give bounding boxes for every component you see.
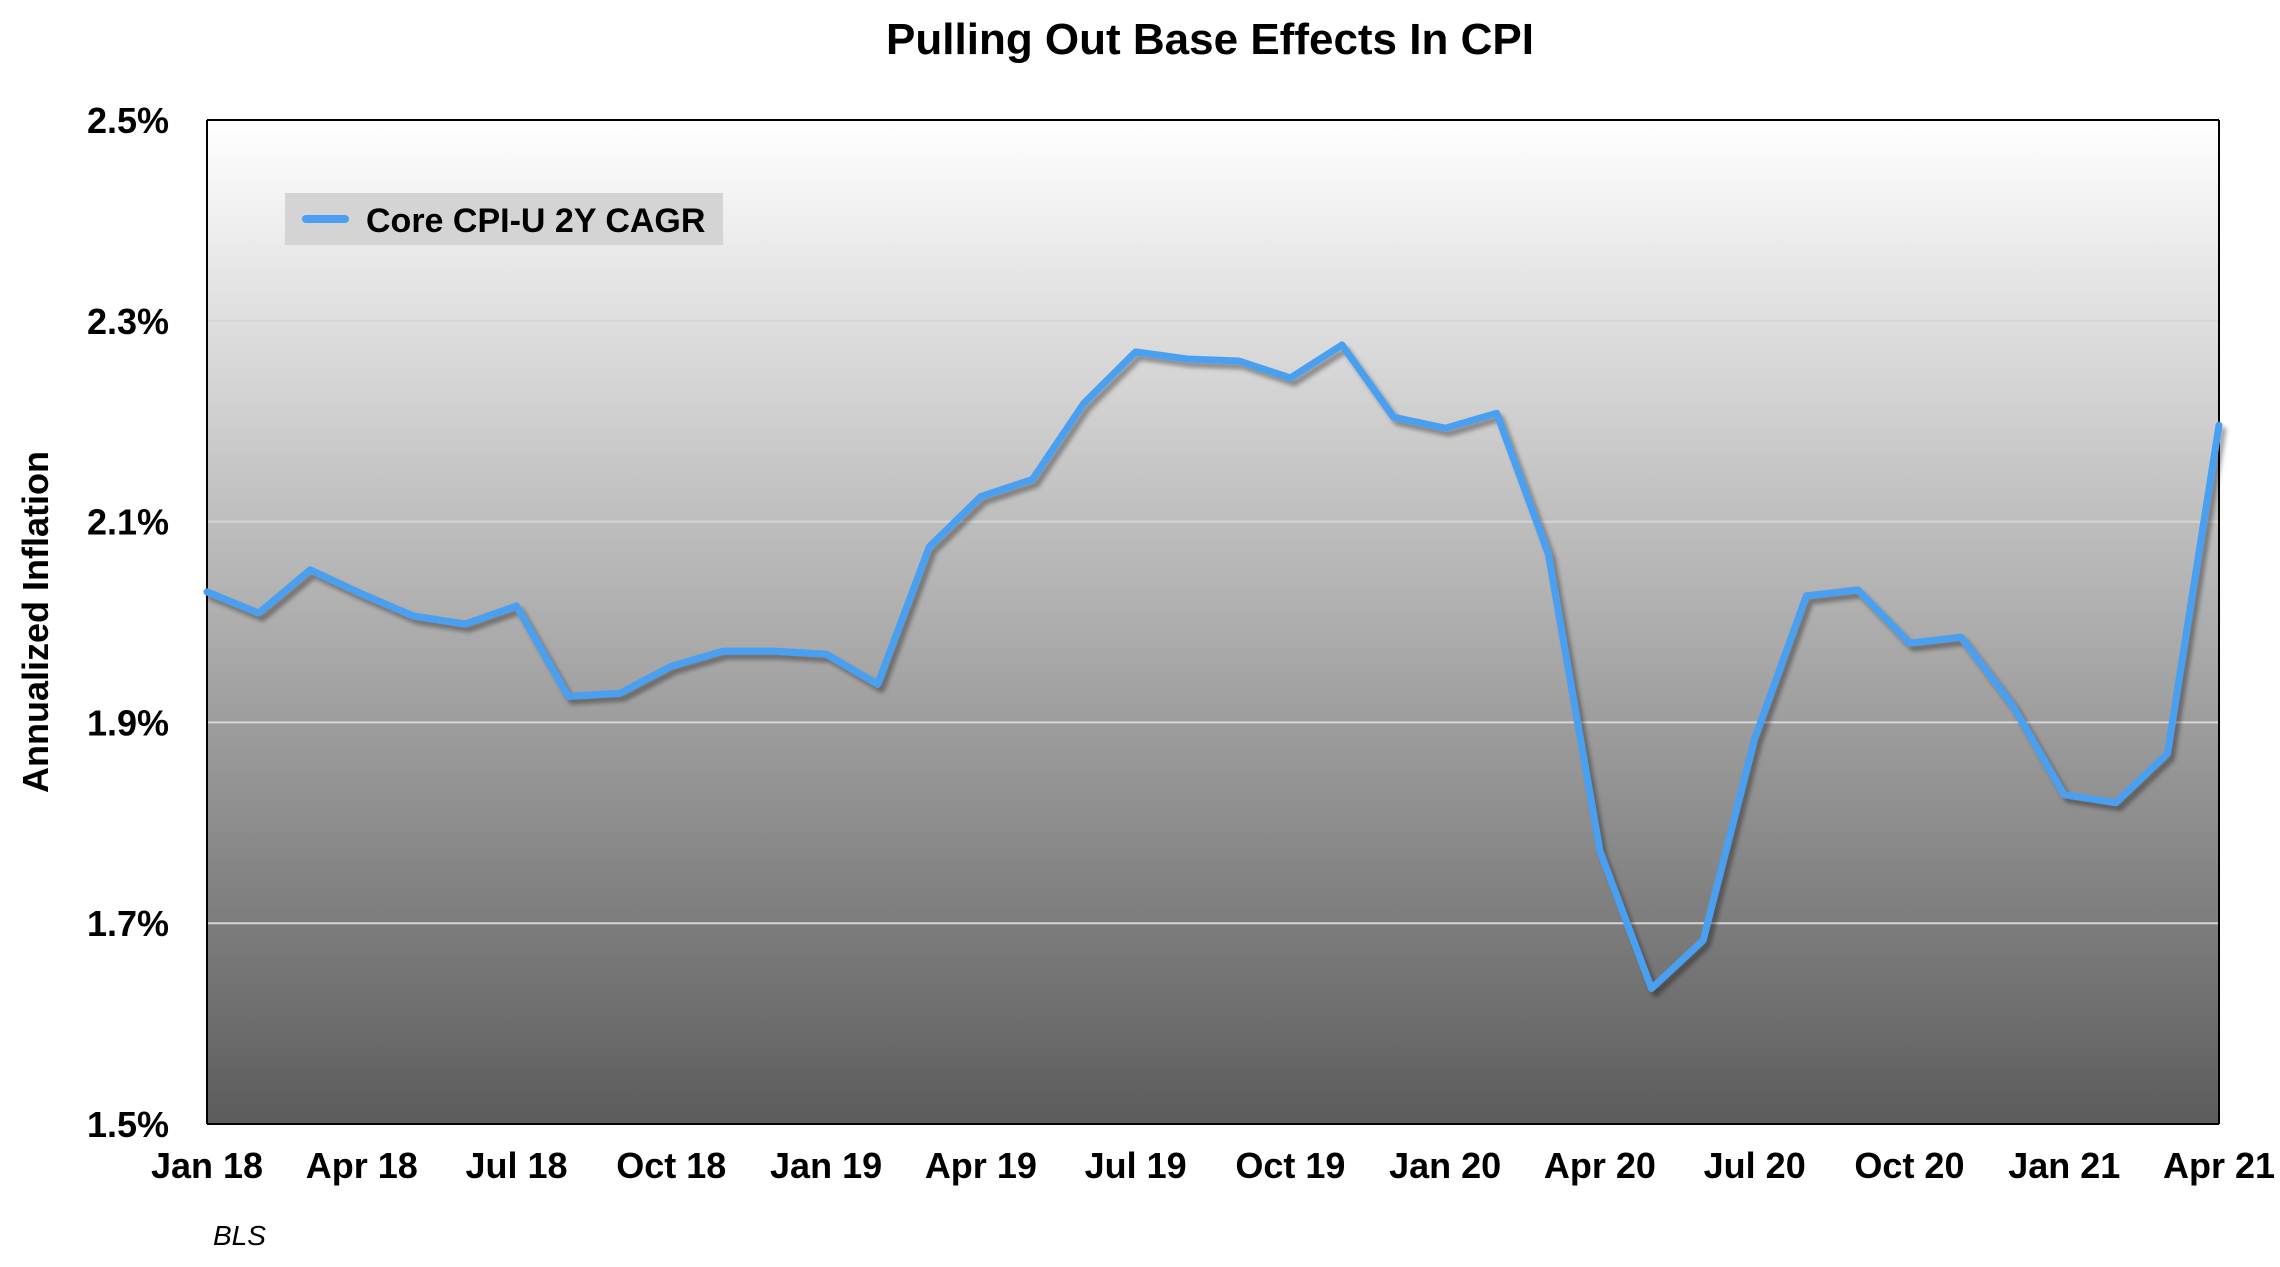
series-layer <box>203 341 2223 992</box>
data-point-sep-20 <box>1854 586 1861 593</box>
data-point-oct-20 <box>1906 640 1913 647</box>
x-axis-ticks: Jan 18 Apr 18 Jul 18 Oct 18 Jan 19 Apr 19 Jul … <box>151 1145 2275 1186</box>
data-point-apr-21 <box>2216 422 2222 429</box>
grid-lines <box>207 319 2219 925</box>
data-point-may-18 <box>410 612 417 619</box>
data-point-jul-18 <box>513 602 520 609</box>
data-point-mar-20 <box>1545 550 1552 557</box>
data-point-feb-20 <box>1493 410 1500 417</box>
data-point-mar-19 <box>926 543 933 550</box>
legend-box <box>285 193 723 245</box>
source-note: BLS <box>213 1220 266 1251</box>
data-point-may-19 <box>1029 476 1036 483</box>
data-point-jul-20 <box>1751 735 1758 742</box>
x-tick-label-oct-18: Oct 18 <box>616 1145 726 1186</box>
data-point-sep-19 <box>1235 357 1242 364</box>
plot-area <box>207 120 2219 1124</box>
data-point-apr-20 <box>1596 847 1603 854</box>
x-tick-label-jan-20: Jan 20 <box>1389 1145 1501 1186</box>
data-point-aug-20 <box>1803 592 1810 599</box>
x-tick-label-jul-19: Jul 19 <box>1085 1145 1187 1186</box>
y-axis-label: Annualized Inflation <box>15 451 56 793</box>
x-tick-label-jul-18: Jul 18 <box>466 1145 568 1186</box>
x-tick-label-oct-19: Oct 19 <box>1235 1145 1345 1186</box>
data-point-feb-18 <box>255 609 262 616</box>
x-tick-label-apr-21: Apr 21 <box>2163 1145 2275 1186</box>
data-point-feb-21 <box>2112 799 2119 806</box>
data-point-nov-18 <box>719 648 726 655</box>
y-tick-label-1-7: 1.7% <box>87 903 169 944</box>
x-tick-label-apr-19: Apr 19 <box>925 1145 1037 1186</box>
x-tick-label-oct-20: Oct 20 <box>1854 1145 1964 1186</box>
y-tick-label-2-3: 2.3% <box>87 301 169 342</box>
data-point-jan-21 <box>2061 791 2068 798</box>
data-point-oct-19 <box>1287 375 1294 382</box>
data-point-jun-20 <box>1700 937 1707 944</box>
data-point-nov-20 <box>1958 634 1965 641</box>
x-tick-label-jan-19: Jan 19 <box>770 1145 882 1186</box>
data-point-feb-19 <box>874 681 881 688</box>
y-tick-label-2-5: 2.5% <box>87 100 169 141</box>
data-point-aug-19 <box>1184 355 1191 362</box>
x-tick-label-jan-18: Jan 18 <box>151 1145 263 1186</box>
x-tick-label-jan-21: Jan 21 <box>2008 1145 2120 1186</box>
series-line-core-cpi-u-2y-cagr <box>203 341 2223 992</box>
data-point-nov-19 <box>1338 341 1345 348</box>
y-tick-label-2-1: 2.1% <box>87 502 169 543</box>
x-tick-label-apr-20: Apr 20 <box>1544 1145 1656 1186</box>
data-point-apr-18 <box>358 590 365 597</box>
x-tick-label-jul-20: Jul 20 <box>1704 1145 1806 1186</box>
data-point-mar-21 <box>2164 750 2171 757</box>
data-point-dec-18 <box>771 648 778 655</box>
data-point-dec-19 <box>1390 414 1397 421</box>
chart-title: Pulling Out Base Effects In CPI <box>886 15 1534 64</box>
y-tick-label-1-5: 1.5% <box>87 1104 169 1145</box>
data-point-jan-19 <box>823 651 830 658</box>
data-point-jan-20 <box>1442 425 1449 432</box>
legend: Core CPI-U 2Y CAGR <box>285 193 723 245</box>
data-point-dec-20 <box>2009 702 2016 709</box>
data-point-jan-18 <box>204 588 210 595</box>
data-point-aug-18 <box>565 693 572 700</box>
x-tick-label-apr-18: Apr 18 <box>306 1145 418 1186</box>
data-point-may-20 <box>1648 985 1655 992</box>
y-axis-ticks: 1.5% 1.7% 1.9% 2.1% 2.3% 2.5% <box>87 100 169 1145</box>
data-point-apr-19 <box>977 493 984 500</box>
data-point-jun-18 <box>461 621 468 628</box>
data-point-sep-18 <box>616 690 623 697</box>
data-point-jun-19 <box>1081 400 1088 407</box>
data-point-mar-18 <box>307 566 314 573</box>
data-point-jul-19 <box>1132 348 1139 355</box>
data-point-oct-18 <box>668 663 675 670</box>
y-tick-label-1-9: 1.9% <box>87 702 169 743</box>
legend-label-core-cpi-u-2y-cagr: Core CPI-U 2Y CAGR <box>366 202 705 240</box>
